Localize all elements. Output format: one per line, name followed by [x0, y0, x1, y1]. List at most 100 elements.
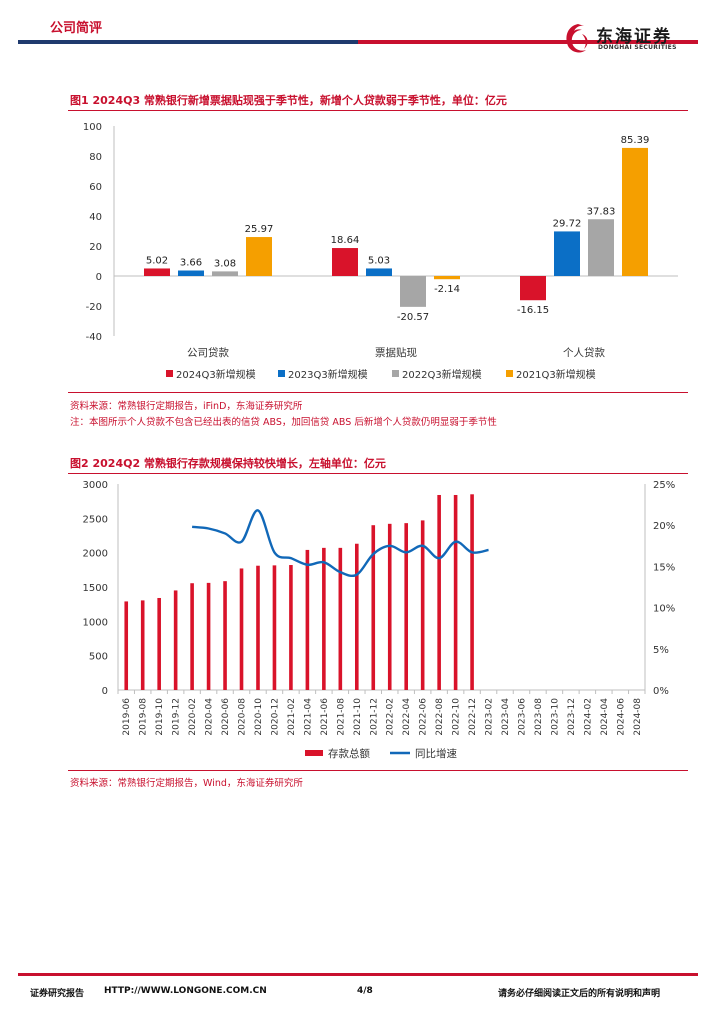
- data-label: -20.57: [397, 312, 429, 323]
- bar: [190, 583, 194, 690]
- figure2-source: 资料来源：常熟银行定期报告，Wind，东海证券研究所: [70, 778, 303, 789]
- x-tick-label: 2024-02: [583, 698, 593, 736]
- bar: [272, 565, 277, 690]
- data-label: 5.02: [146, 255, 168, 266]
- left-tick-label: 0: [102, 686, 108, 697]
- bar: [256, 565, 260, 690]
- legend-swatch: [278, 370, 285, 377]
- figure1-chart: -40 -20 0 20 40 60 80 100 5.02 3.66 3.08 25.97 公司贷款 1…: [83, 122, 678, 381]
- bar: [622, 147, 648, 276]
- x-tick-label: 2020-08: [238, 698, 248, 736]
- bar: [140, 600, 145, 690]
- bar: [305, 549, 310, 690]
- bar: [453, 494, 458, 690]
- figure1-bottom-rule: [68, 392, 688, 393]
- bar: [588, 219, 614, 276]
- footer-divider: [18, 973, 698, 976]
- x-tick-label: 2022-06: [419, 698, 429, 736]
- footer-url[interactable]: HTTP://WWW.LONGONE.COM.CN: [104, 986, 267, 996]
- bar: [178, 270, 204, 276]
- x-tick-label: 2019-10: [155, 698, 165, 736]
- logo-text: 东海证券: [596, 27, 672, 47]
- bar: [420, 520, 425, 690]
- x-tick-label: 2021-12: [369, 698, 379, 736]
- bar: [338, 547, 343, 690]
- x-tick-label: 2021-08: [336, 698, 346, 736]
- bar: [124, 601, 129, 690]
- bar: [554, 231, 580, 276]
- right-tick-label: 15%: [653, 562, 675, 573]
- left-tick-label: 3000: [83, 480, 108, 491]
- legend-label: 2024Q3新增规模: [176, 368, 256, 381]
- x-tick-label: 公司贷款: [187, 346, 229, 359]
- x-tick-label: 2022-02: [386, 698, 396, 736]
- figure2-bottom-rule: [68, 770, 688, 771]
- legend-swatch: [305, 750, 323, 756]
- x-tick-label: 2021-02: [287, 698, 297, 736]
- bar: [223, 581, 227, 690]
- figure1-note: 注：本图所示个人贷款不包含已经出表的信贷 ABS，加回信贷 ABS 后新增个人贷…: [70, 417, 497, 428]
- left-tick-label: 2500: [83, 514, 108, 525]
- figure1-rule: [68, 110, 688, 111]
- data-label: 3.66: [180, 258, 202, 269]
- right-tick-label: 25%: [653, 480, 675, 491]
- bar: [212, 271, 238, 276]
- left-tick-label: 1000: [83, 617, 108, 628]
- legend-label: 2022Q3新增规模: [402, 368, 482, 381]
- bar: [173, 590, 178, 690]
- x-tick-label: 2024-04: [600, 698, 610, 736]
- legend-swatch: [166, 370, 173, 377]
- data-label: 25.97: [245, 224, 274, 235]
- x-tick-label: 2020-02: [188, 698, 198, 736]
- bar: [322, 547, 326, 690]
- data-label: -2.14: [434, 284, 460, 295]
- x-tick-label: 2020-12: [270, 698, 280, 736]
- legend-label: 2021Q3新增规模: [516, 368, 596, 381]
- left-tick-label: 1500: [83, 583, 108, 594]
- y-tick-label: 60: [89, 182, 102, 193]
- section-title: 公司简评: [50, 21, 103, 36]
- bar: [239, 568, 244, 690]
- x-tick-label: 2020-10: [254, 698, 264, 736]
- legend-label: 同比增速: [415, 747, 457, 760]
- data-label: 18.64: [331, 235, 360, 246]
- bar: [332, 248, 358, 276]
- y-tick-label: -40: [86, 332, 102, 343]
- y-tick-label: 100: [83, 122, 102, 133]
- right-tick-label: 20%: [653, 521, 675, 532]
- bar: [387, 523, 392, 690]
- bar: [371, 525, 376, 690]
- data-label: -16.15: [517, 305, 549, 316]
- x-tick-label: 2024-06: [616, 698, 626, 736]
- x-tick-label: 2022-10: [452, 698, 462, 736]
- x-tick-label: 2024-08: [633, 698, 643, 736]
- y-tick-label: -20: [86, 302, 102, 313]
- dragon-logo-icon: [566, 24, 588, 53]
- x-tick-label: 2021-06: [320, 698, 330, 736]
- x-tick-label: 票据贴现: [375, 346, 417, 359]
- data-label: 5.03: [368, 255, 390, 266]
- x-tick-label: 2019-06: [122, 698, 132, 736]
- right-tick-label: 10%: [653, 604, 675, 615]
- footer-report-type: 证券研究报告: [30, 989, 85, 999]
- legend-swatch: [506, 370, 513, 377]
- bar: [366, 268, 392, 276]
- logo-text-en: DONGHAI SECURITIES: [598, 44, 677, 51]
- bar: [144, 268, 170, 276]
- x-tick-label: 2019-08: [139, 698, 149, 736]
- figure2-rule: [68, 473, 688, 474]
- x-tick-label: 2020-06: [221, 698, 231, 736]
- y-tick-label: 80: [89, 152, 102, 163]
- x-tick-label: 2023-12: [567, 698, 577, 736]
- left-tick-label: 500: [89, 652, 108, 663]
- legend-label: 存款总额: [328, 747, 370, 760]
- y-tick-label: 0: [96, 272, 102, 283]
- figure1-title: 图1 2024Q3 常熟银行新增票据贴现强于季节性，新增个人贷款弱于季节性，单位…: [70, 94, 507, 107]
- header-divider: [18, 40, 698, 44]
- figure2-title: 图2 2024Q2 常熟银行存款规模保持较快增长，左轴单位：亿元: [70, 457, 386, 470]
- growth-line: [191, 509, 489, 578]
- x-tick-label: 2022-04: [402, 698, 412, 736]
- x-tick-label: 2023-06: [517, 698, 527, 736]
- x-tick-label: 2023-08: [534, 698, 544, 736]
- right-tick-label: 5%: [653, 645, 669, 656]
